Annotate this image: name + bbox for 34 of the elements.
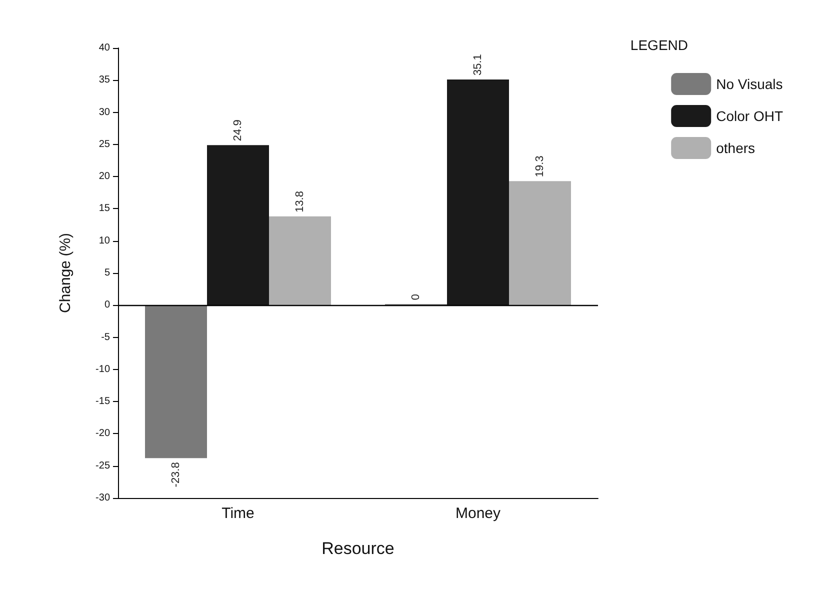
x-tick-label: Money bbox=[455, 505, 502, 522]
y-tick-label: 15 bbox=[98, 203, 110, 214]
bar bbox=[447, 80, 509, 306]
y-tick-label: 10 bbox=[98, 235, 110, 246]
x-tick-label: Time bbox=[222, 505, 254, 522]
data-label: 24.9 bbox=[232, 120, 244, 142]
data-label: -23.8 bbox=[170, 462, 182, 488]
bar bbox=[145, 305, 207, 458]
data-label: 19.3 bbox=[534, 156, 546, 178]
legend-label: Color OHT bbox=[716, 108, 784, 124]
y-tick-label: 5 bbox=[104, 268, 110, 278]
data-label: 13.8 bbox=[294, 191, 306, 212]
legend-label: No Visuals bbox=[716, 76, 783, 92]
y-tick-label: -30 bbox=[96, 492, 110, 504]
data-label: 35.1 bbox=[472, 54, 484, 76]
y-tick-label: -15 bbox=[96, 396, 110, 408]
y-axis-title: Change (%) bbox=[57, 232, 74, 314]
y-tick-label: 40 bbox=[98, 42, 110, 54]
y-tick-label: -10 bbox=[96, 364, 110, 375]
bar bbox=[207, 145, 269, 306]
y-tick-label: -5 bbox=[101, 332, 110, 343]
bar bbox=[269, 216, 331, 306]
data-label: 0 bbox=[410, 294, 422, 300]
y-tick-label: -20 bbox=[96, 428, 110, 440]
y-tick-label: 35 bbox=[98, 74, 110, 86]
y-tick-label: 25 bbox=[98, 138, 110, 150]
y-tick-label: 20 bbox=[98, 171, 110, 182]
y-tick-label: 30 bbox=[98, 106, 110, 118]
legend-title: LEGEND bbox=[630, 37, 688, 53]
bar bbox=[509, 181, 571, 306]
legend-label: others bbox=[716, 140, 756, 156]
y-tick-label: -25 bbox=[96, 460, 110, 472]
x-axis-title: Resource bbox=[322, 539, 394, 558]
y-tick-label: 0 bbox=[104, 300, 110, 311]
